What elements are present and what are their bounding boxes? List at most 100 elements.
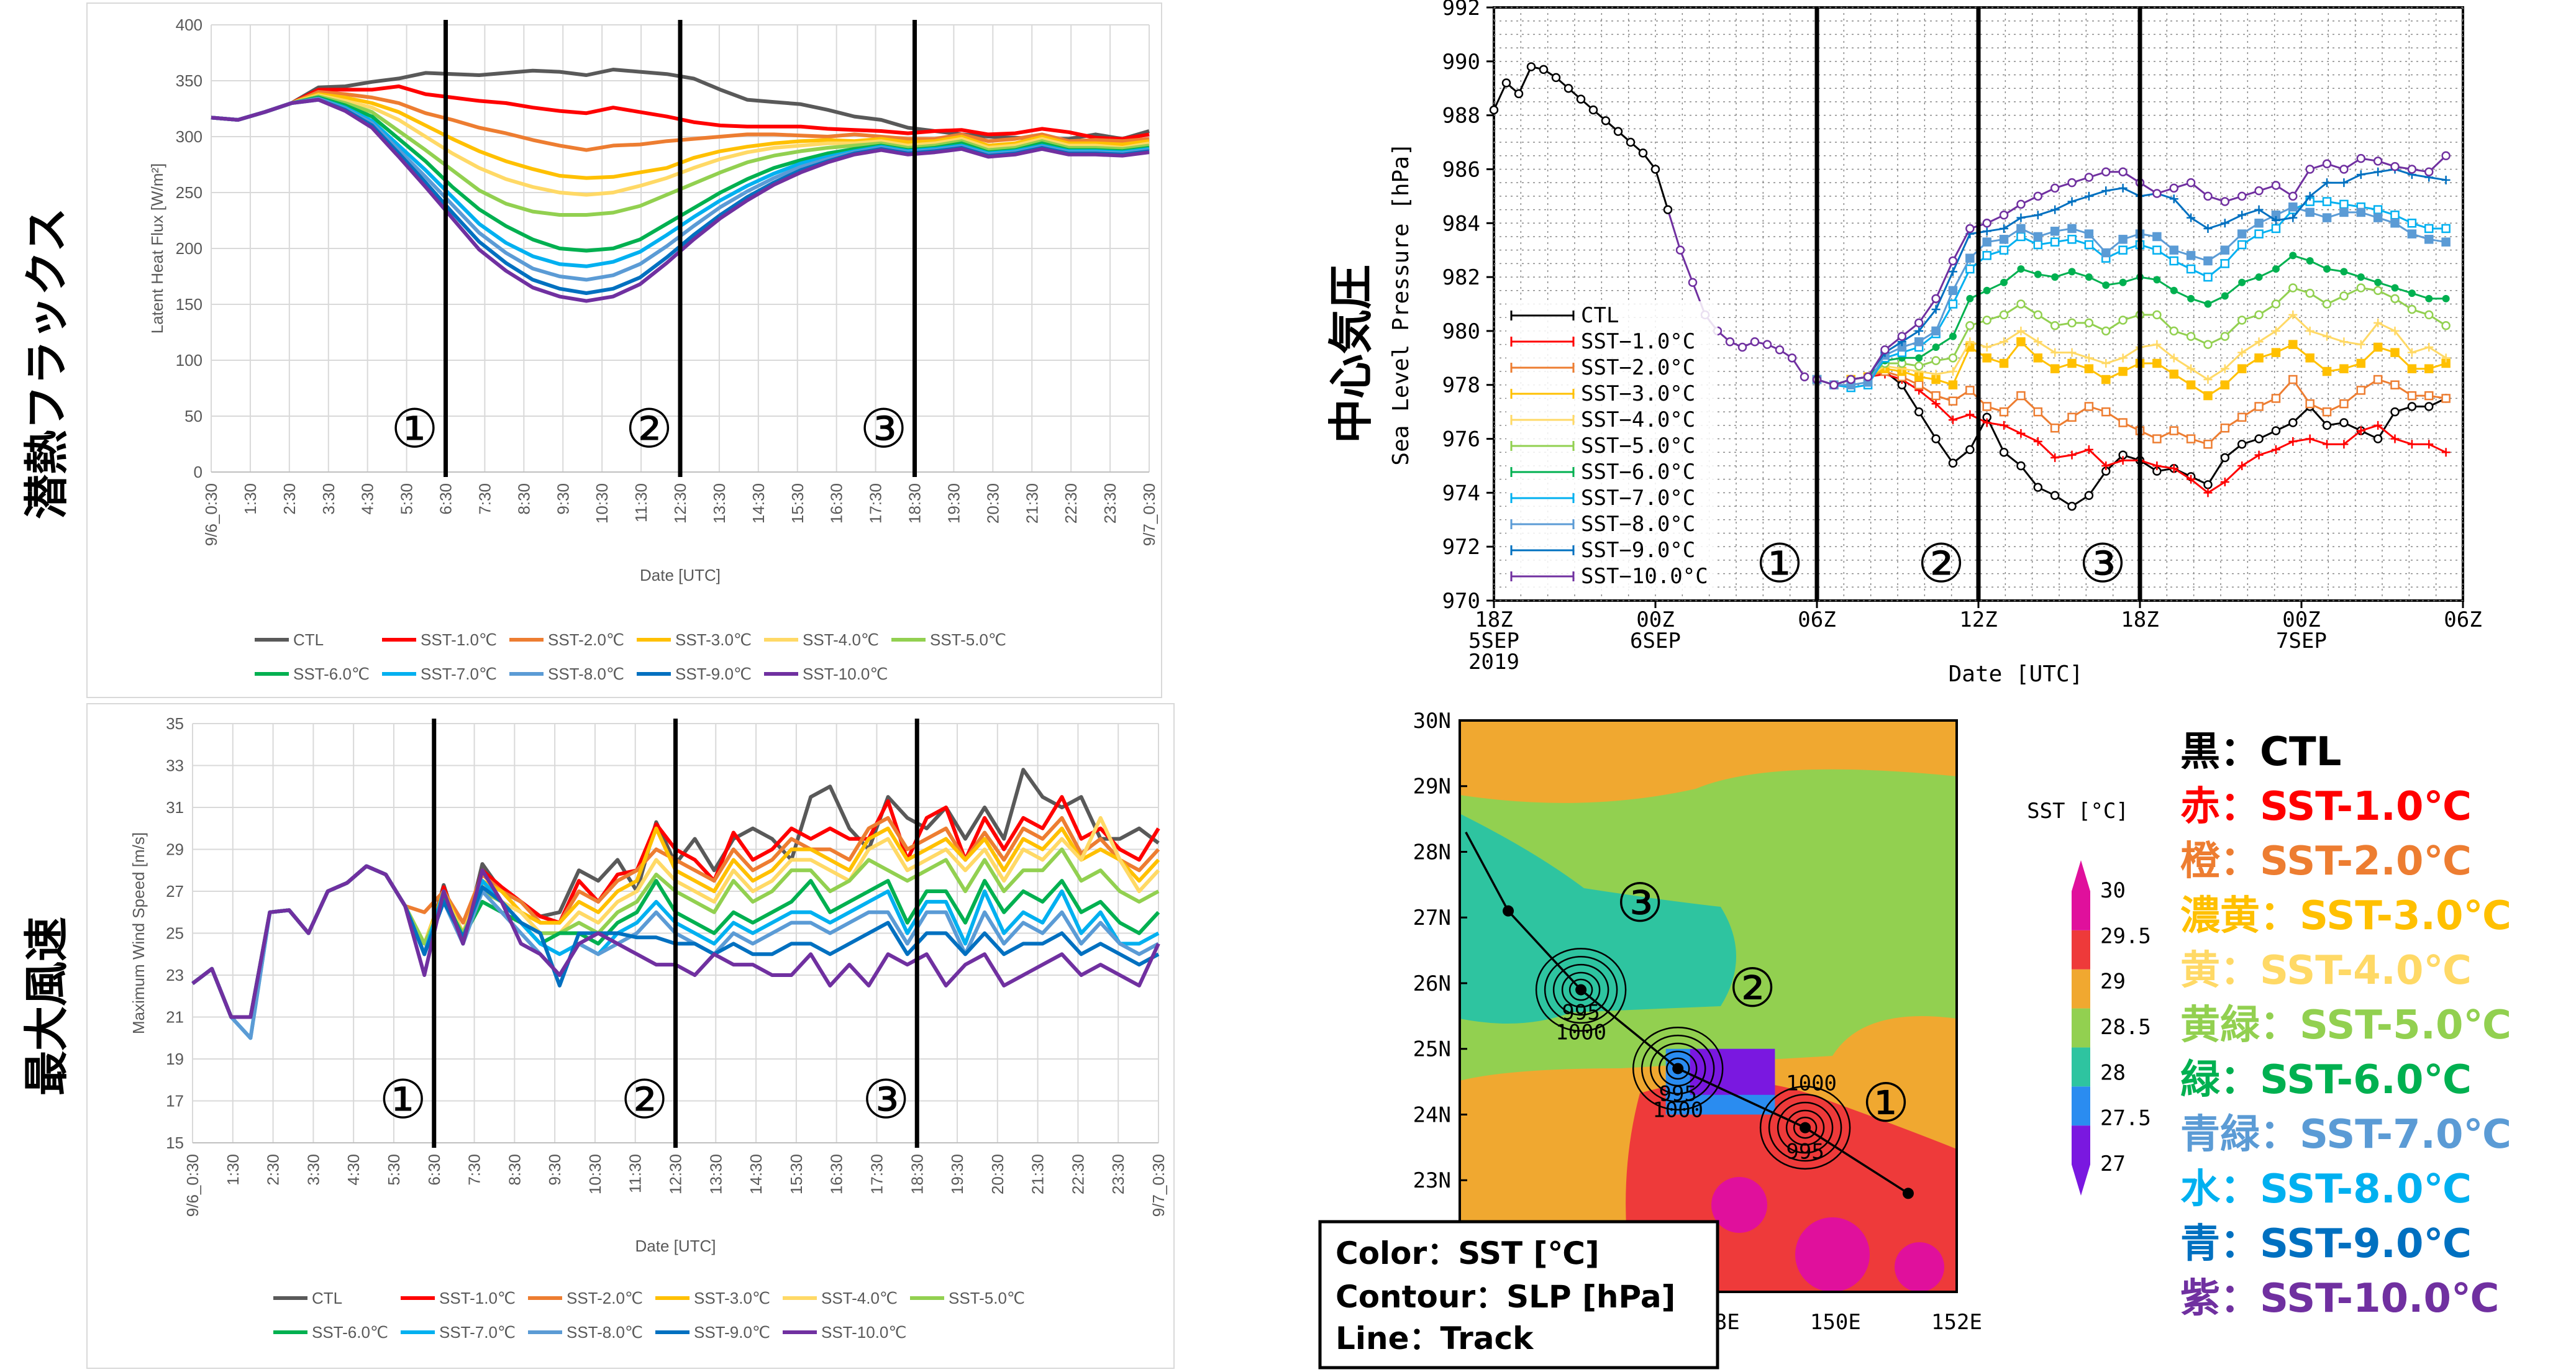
early-marker	[1638, 148, 1648, 158]
early-marker	[1725, 337, 1735, 347]
series-marker	[2238, 278, 2246, 286]
series-marker	[2033, 310, 2043, 320]
series-marker	[1948, 286, 1958, 296]
series-marker	[2033, 191, 2043, 201]
y-tick-label: 27	[166, 882, 184, 901]
series-marker	[2271, 394, 2281, 403]
series-marker	[2050, 453, 2060, 462]
series-marker	[2118, 353, 2128, 363]
series-marker	[2271, 224, 2281, 234]
series-marker	[2373, 205, 2383, 214]
colorbar-tick-label: 27.5	[2100, 1106, 2151, 1131]
legend-label: SST-8.0℃	[548, 665, 624, 683]
y-tick-label: 25	[166, 924, 184, 943]
series-marker	[1982, 251, 1991, 260]
series-marker	[1931, 294, 1941, 304]
series-marker	[2033, 211, 2042, 220]
colorbar-tick-label: 27	[2100, 1152, 2126, 1176]
series-marker	[2441, 224, 2451, 234]
series-marker	[2305, 353, 2314, 363]
series-marker	[2067, 501, 2077, 511]
colorbar-segment	[2072, 969, 2090, 1009]
series-marker	[2305, 288, 2314, 298]
track-marker	[1575, 984, 1587, 996]
series-marker	[2390, 434, 2400, 443]
series-marker	[2101, 326, 2111, 336]
x-tick-label: 22:30	[1068, 1154, 1087, 1194]
contour-label: 995	[1786, 1140, 1824, 1165]
series-marker	[2305, 326, 2314, 335]
series-marker	[1999, 358, 2009, 368]
series-marker	[2203, 439, 2213, 449]
series-marker	[2084, 445, 2093, 454]
series-marker	[2441, 394, 2451, 403]
series-marker	[2220, 197, 2230, 206]
series-marker	[2034, 270, 2042, 278]
x-tick-label: 15:30	[788, 483, 807, 524]
series-marker	[2322, 407, 2332, 417]
series-marker	[1999, 448, 2009, 457]
series-marker	[2203, 256, 2213, 266]
series-marker	[2033, 437, 2042, 446]
x-tick-label: 6:30	[437, 483, 455, 515]
y-tick-label: 990	[1442, 50, 1480, 75]
series-marker	[2254, 450, 2264, 460]
series-marker	[2101, 407, 2111, 417]
legend-tick	[1510, 467, 1575, 477]
contour-label: 1000	[1652, 1097, 1703, 1122]
y-tick-label: 0	[194, 463, 203, 481]
series-marker	[2424, 440, 2434, 449]
sst-very-hot	[1795, 1217, 1870, 1292]
series-marker	[2186, 380, 2196, 389]
y-tick-label: 972	[1442, 535, 1480, 560]
legend-label: SST−8.0°C	[1581, 512, 1695, 537]
series-marker	[2085, 273, 2093, 281]
series-marker	[1931, 370, 1941, 379]
series-marker	[1982, 353, 1991, 363]
series-marker	[2050, 423, 2060, 433]
x-tick-label: 18:30	[908, 1154, 926, 1194]
series-marker	[2254, 229, 2264, 239]
sst-very-hot	[1895, 1242, 1944, 1292]
x-tick-label: 10:30	[593, 483, 611, 524]
legend-label: SST−5.0°C	[1581, 434, 1695, 458]
series-marker	[1965, 386, 1975, 395]
slp-contour	[1535, 948, 1627, 1032]
series-marker	[2152, 340, 2162, 349]
phase-label: ②	[625, 398, 673, 460]
legend-bg	[1506, 301, 1718, 593]
x-axis-title: Date [UTC]	[635, 1237, 716, 1255]
series-marker	[1932, 343, 1940, 351]
series-marker	[2152, 245, 2162, 255]
x-tick-label: 9/7_0:30	[1149, 1154, 1168, 1217]
series-marker	[2118, 235, 2128, 244]
series-marker	[2323, 178, 2332, 188]
info-line: Line：Track	[1336, 1320, 1534, 1356]
series-marker	[2084, 318, 2094, 328]
series-marker	[2187, 294, 2195, 302]
series-marker	[2442, 294, 2450, 302]
series-marker	[2153, 276, 2161, 284]
series-marker	[2017, 265, 2025, 273]
lat-label: 24N	[1413, 1102, 1451, 1127]
y-tick-label: 980	[1442, 319, 1480, 344]
y-tick-label: 992	[1442, 0, 1480, 20]
series-marker	[2288, 191, 2298, 201]
x-tick-label: 7:30	[475, 483, 494, 515]
x-tick-label: 2019	[1468, 650, 1519, 675]
series-marker	[2102, 281, 2110, 289]
series-marker	[2305, 207, 2314, 217]
early-marker	[1663, 205, 1673, 214]
series-marker	[2339, 364, 2349, 373]
series-marker	[2356, 426, 2365, 435]
max-wind-title: 最大風速	[20, 917, 73, 1096]
early-marker	[1501, 78, 1511, 88]
series-marker	[2237, 364, 2247, 373]
series-marker	[2118, 418, 2128, 427]
y-tick-label: 976	[1442, 427, 1480, 452]
x-tick-label: 00Z	[1636, 607, 1674, 632]
series-marker	[2374, 278, 2382, 286]
slp-contour	[1665, 1057, 1690, 1080]
series-marker	[1965, 253, 1975, 263]
series-marker	[2237, 461, 2247, 470]
